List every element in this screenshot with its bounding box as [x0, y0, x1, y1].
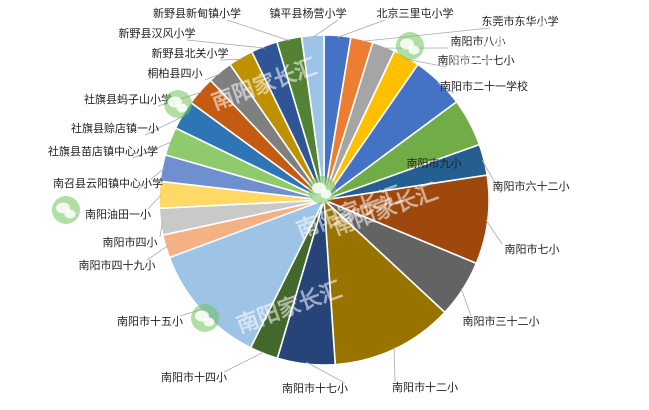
slice-label: 东莞市东华小学 — [482, 14, 559, 28]
slice-label: 新野县新甸镇小学 — [153, 6, 241, 20]
wechat-icon — [191, 304, 219, 332]
leader-line — [337, 19, 386, 38]
slice-label: 南阳市十五小 — [117, 314, 183, 328]
leader-line — [361, 27, 491, 42]
leader-line — [186, 39, 265, 49]
slice-label: 北京三里屯小学 — [377, 6, 454, 20]
slice-label: 新野县北关小学 — [152, 46, 229, 60]
leader-line — [393, 347, 396, 383]
leader-line — [146, 245, 168, 261]
leader-line — [485, 219, 503, 245]
leader-line — [481, 159, 502, 194]
wechat-icon — [164, 90, 192, 118]
leader-line — [223, 351, 265, 373]
slice-label: 南阳市三十二小 — [463, 314, 540, 328]
slice-labels: 北京三里屯小学东莞市东华小学南阳市八小南阳市二十七小南阳市二十一学校南阳市九小南… — [48, 6, 570, 395]
slice-label: 社旗县赊店镇一小 — [71, 121, 159, 135]
leader-line — [159, 221, 163, 238]
leader-line — [219, 58, 242, 61]
leader-line — [312, 19, 339, 38]
slice-label: 南阳市二十一学校 — [440, 79, 528, 93]
slice-label: 南召县云阳镇中心小学 — [53, 176, 163, 190]
slice-label: 南阳市二十七小 — [438, 53, 515, 67]
leader-line — [306, 361, 346, 384]
leader-line — [144, 115, 185, 136]
leader-line — [204, 73, 222, 81]
leader-line — [137, 168, 165, 191]
slice-label: 南阳市四十九小 — [79, 258, 156, 272]
pie-slice — [323, 198, 446, 366]
slice-label: 南阳市四小 — [103, 235, 158, 249]
wechat-icon — [396, 32, 424, 60]
pie-slice — [321, 174, 490, 265]
slice-label: 南阳市十二小 — [392, 380, 458, 394]
slice-label: 南阳市七小 — [505, 242, 560, 256]
slice-label: 社旗县苗店镇中心小学 — [48, 144, 158, 158]
slice-label: 南阳市九小 — [407, 156, 462, 170]
slice-label: 南阳市八小 — [451, 34, 506, 48]
pie-slice — [300, 34, 325, 201]
leader-line — [437, 82, 455, 94]
wechat-icon — [52, 196, 80, 224]
slice-label: 南阳市十七小 — [282, 381, 348, 395]
slice-label: 南阳市十四小 — [161, 370, 227, 384]
slice-label: 南阳油田一小 — [85, 207, 151, 221]
leader-line — [460, 288, 472, 317]
slice-label: 社旗县蚂子山小学 — [84, 92, 172, 106]
leader-line — [226, 19, 290, 42]
slice-label: 南阳市六十二小 — [493, 179, 570, 193]
leader-line — [132, 141, 172, 159]
wechat-icon — [308, 176, 336, 204]
leader-line — [147, 194, 162, 210]
pie-slices — [158, 34, 490, 366]
slice-label: 新野县汉风小学 — [119, 26, 196, 40]
leader-line — [405, 58, 447, 68]
slice-label: 桐柏县四小 — [148, 66, 203, 80]
slice-label: 镇平县杨营小学 — [270, 6, 347, 20]
